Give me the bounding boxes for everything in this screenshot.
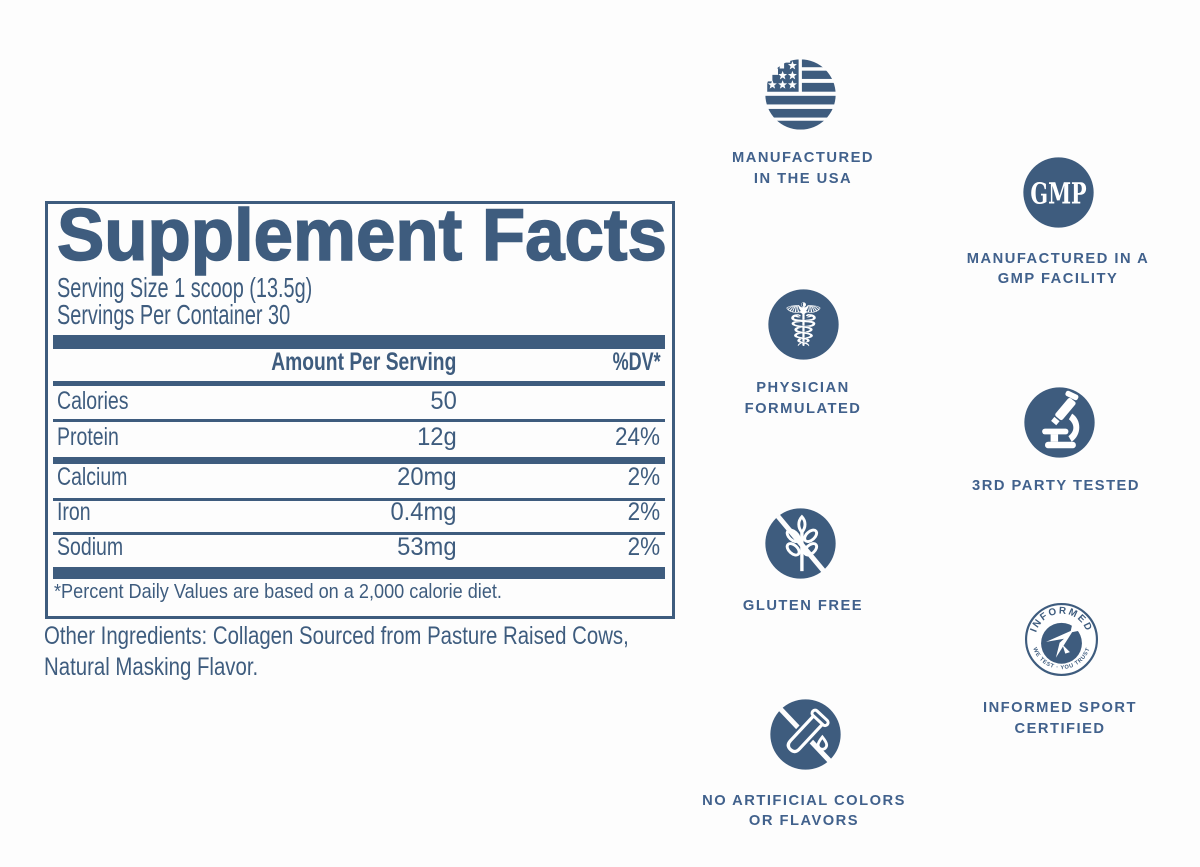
row-sodium-amount: 53mg: [397, 532, 457, 561]
badge-gmp-label: MANUFACTURED IN A GMP FACILITY: [966, 250, 1150, 288]
row-sodium-name: Sodium: [56, 532, 123, 561]
row-iron-name: Iron: [56, 498, 91, 527]
row-iron-amount: 0.4mg: [390, 498, 457, 527]
usa-flag-circle-icon: [764, 59, 836, 130]
column-header-amount: Amount Per Serving: [271, 347, 457, 376]
daily-values-footnote: *Percent Daily Values are based on a 2,0…: [53, 580, 502, 604]
row-calories-name: Calories: [56, 386, 129, 415]
thick-separator-bar-bottom: [53, 567, 665, 580]
row-protein-name: Protein: [56, 422, 119, 451]
badge-no-artificial-label: NO ARTIFICIAL COLORS OR FLAVORS: [702, 792, 906, 830]
row-calcium-amount: 20mg: [397, 463, 457, 492]
servings-per-container-text: Servings Per Container 30: [56, 299, 290, 331]
row-protein-amount: 12g: [416, 422, 457, 451]
thick-separator-bar-top: [53, 334, 665, 349]
svg-text:GMP: GMP: [1030, 176, 1086, 210]
row-separator: [53, 532, 665, 535]
badge-third-party-label: 3RD PARTY TESTED: [972, 478, 1140, 495]
gmp-seal-icon: GMP: [1023, 157, 1094, 228]
informed-sport-seal-icon: INFORMED WE TEST · YOU TRUST: [1024, 602, 1098, 676]
medium-separator-bar: [53, 456, 665, 464]
panel-title: Supplement Facts: [56, 194, 667, 276]
row-iron-dv: 2%: [627, 498, 661, 527]
row-separator: [53, 419, 665, 422]
row-separator: [53, 498, 665, 501]
row-calcium-dv: 2%: [627, 463, 661, 492]
other-ingredients-text: Other Ingredients: Collagen Sourced from…: [44, 622, 629, 681]
serving-size-text: Serving Size 1 scoop (13.5g): [56, 271, 312, 303]
supplement-facts-panel: Supplement Facts Serving Size 1 scoop (1…: [45, 198, 675, 619]
column-header-dv: %DV*: [612, 347, 661, 376]
row-sodium-dv: 2%: [627, 532, 661, 561]
svg-text:☤: ☤: [783, 291, 823, 361]
no-artificial-test-tube-icon: [769, 699, 841, 770]
row-calcium-name: Calcium: [56, 463, 127, 492]
badge-gluten-free-label: GLUTEN FREE: [742, 597, 864, 614]
badge-usa-label: MANUFACTURED IN THE USA: [731, 150, 875, 188]
wheat-crossed-out-icon: [765, 508, 837, 579]
header-underline: [53, 380, 665, 387]
microscope-icon: [1024, 387, 1095, 458]
badge-informed-sport-label: INFORMED SPORT CERTIFIED: [982, 700, 1137, 737]
badge-physician-label: PHYSICIAN FORMULATED: [744, 380, 862, 418]
caduceus-icon: ☤: [767, 289, 839, 361]
row-calories-amount: 50: [430, 386, 457, 415]
row-protein-dv: 24%: [615, 422, 661, 451]
